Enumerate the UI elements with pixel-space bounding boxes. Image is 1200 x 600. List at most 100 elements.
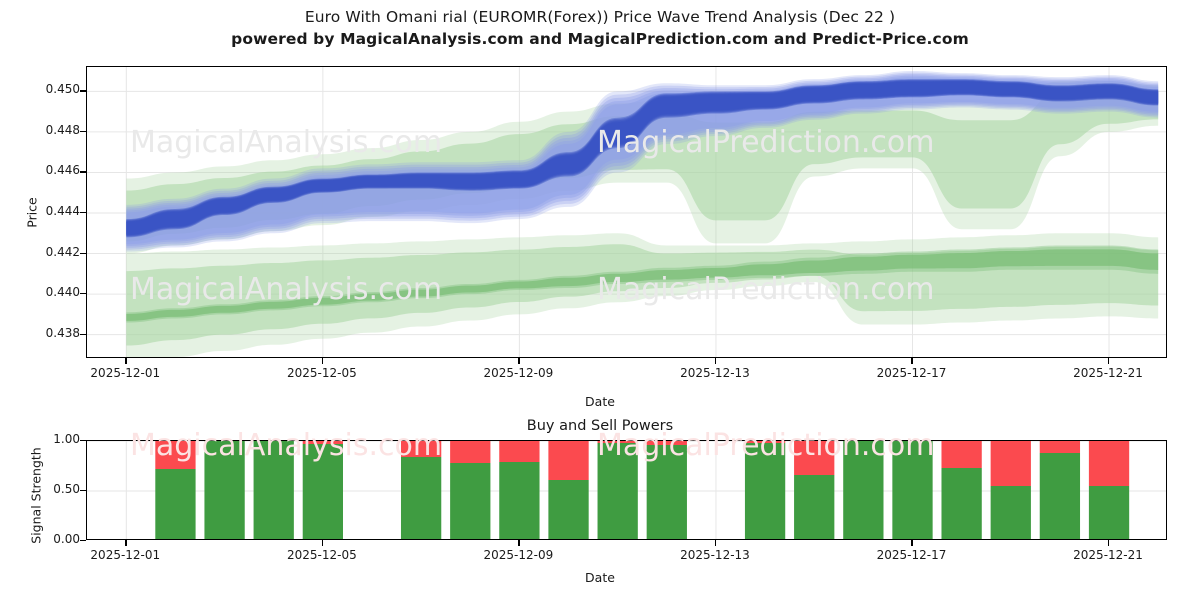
powers-x-tickmark [518, 540, 520, 546]
powers-bar[interactable] [941, 441, 982, 540]
sell-power-segment[interactable] [499, 441, 540, 462]
price-y-tick: 0.446 [45, 163, 80, 178]
inner-green-lower-band-layer-1 [126, 249, 1159, 321]
powers-x-tickmark [911, 540, 913, 546]
powers-bar[interactable] [843, 441, 884, 540]
powers-x-tick: 2025-12-17 [876, 548, 947, 562]
blue-wave-outer-band-layer-4 [126, 77, 1159, 245]
buy-power-segment[interactable] [646, 445, 687, 540]
sell-power-segment[interactable] [744, 441, 786, 443]
blue-wave-outer-band-layer-2 [126, 74, 1159, 248]
powers-x-tickmark [321, 540, 324, 546]
powers-bar[interactable] [597, 441, 638, 540]
buy-power-segment[interactable] [548, 480, 589, 540]
price-x-tickmark [911, 358, 913, 364]
powers-bar[interactable] [450, 441, 491, 540]
powers-bar[interactable] [794, 441, 835, 540]
buy-power-segment[interactable] [1039, 453, 1081, 540]
buy-power-segment[interactable] [990, 486, 1031, 540]
blue-wave-outer-band-layer-3 [126, 75, 1159, 246]
powers-y-tickmark [80, 490, 86, 492]
buy-power-segment[interactable] [892, 441, 933, 540]
buy-power-segment[interactable] [450, 463, 491, 540]
powers-x-tick: 2025-12-09 [483, 548, 554, 562]
sell-power-segment[interactable] [548, 441, 589, 480]
price-x-tick: 2025-12-01 [90, 366, 161, 380]
sell-power-segment[interactable] [155, 441, 196, 469]
blue-wave-outer-band-layer-1 [126, 72, 1159, 250]
buy-power-segment[interactable] [253, 441, 294, 540]
page-title: Euro With Omani rial (EUROMR(Forex)) Pri… [304, 8, 896, 26]
price-y-tickmark [80, 212, 86, 214]
sell-power-segment[interactable] [1088, 441, 1130, 486]
powers-y-tickmark [80, 540, 86, 542]
price-x-tickmark [125, 358, 127, 364]
powers-bar[interactable] [499, 441, 540, 540]
powers-y-tickmark [80, 440, 86, 442]
price-x-tickmark [1108, 358, 1110, 364]
powers-x-tickmark [1108, 540, 1110, 546]
price-y-tick: 0.440 [45, 285, 80, 300]
price-y-tickmark [80, 90, 86, 92]
powers-y-tick: 1.00 [53, 432, 80, 446]
powers-x-axis-title: Date [585, 570, 615, 585]
sell-power-segment[interactable] [450, 441, 491, 463]
sell-power-segment[interactable] [990, 441, 1031, 486]
powers-bar[interactable] [204, 441, 245, 540]
buy-power-segment[interactable] [302, 444, 343, 540]
powers-x-tick: 2025-12-13 [680, 548, 750, 562]
price-y-tick: 0.444 [45, 204, 80, 218]
powers-bar[interactable] [155, 441, 196, 540]
powers-x-tick: 2025-12-05 [286, 548, 357, 562]
buy-power-segment[interactable] [941, 468, 982, 540]
price-x-axis-title: Date [585, 394, 615, 409]
buy-power-segment[interactable] [400, 457, 442, 540]
buy-power-segment[interactable] [843, 441, 884, 540]
powers-bar[interactable] [302, 441, 343, 540]
powers-bar[interactable] [990, 441, 1031, 540]
page-subtitle: powered by MagicalAnalysis.com and Magic… [231, 30, 969, 48]
powers-bar[interactable] [253, 441, 294, 540]
powers-x-tickmark [125, 540, 127, 546]
price-x-tickmark [321, 358, 324, 364]
powers-y-axis-title: Signal Strength [28, 447, 44, 544]
blue-wave-core-band-layer-4 [126, 81, 1159, 235]
powers-bar[interactable] [400, 441, 442, 540]
powers-bar[interactable] [1088, 441, 1130, 540]
buy-power-segment[interactable] [744, 443, 786, 540]
powers-bar[interactable] [744, 441, 786, 540]
price-y-tickmark [80, 293, 86, 295]
buy-power-segment[interactable] [204, 441, 245, 540]
price-y-tickmark [80, 333, 86, 335]
powers-chart-title: Buy and Sell Powers [526, 418, 674, 434]
sell-power-segment[interactable] [400, 441, 442, 457]
sell-power-segment[interactable] [646, 441, 687, 445]
price-y-axis-title: Price [24, 197, 40, 228]
buy-power-segment[interactable] [597, 443, 638, 540]
price-y-tick: 0.438 [45, 325, 80, 340]
buy-power-segment[interactable] [155, 469, 196, 540]
powers-x-tick: 2025-12-01 [90, 548, 161, 562]
price-y-tick: 0.450 [45, 82, 80, 97]
sell-power-segment[interactable] [1039, 441, 1081, 453]
powers-bar[interactable] [1039, 441, 1081, 540]
chart-title-block: Euro With Omani rial (EUROMR(Forex)) Pri… [0, 6, 1200, 50]
powers-bar[interactable] [646, 441, 687, 540]
outer-green-lower-band-layer-1 [126, 244, 1159, 346]
price-y-tickmark [80, 171, 86, 173]
buy-power-segment[interactable] [1088, 486, 1130, 540]
price-x-tick: 2025-12-13 [680, 366, 750, 380]
buy-power-segment[interactable] [794, 475, 835, 540]
buy-power-segment[interactable] [499, 462, 540, 540]
sell-power-segment[interactable] [794, 441, 835, 475]
powers-bar[interactable] [892, 441, 933, 540]
powers-bar[interactable] [548, 441, 589, 540]
sell-power-segment[interactable] [597, 441, 638, 443]
price-x-tickmark [714, 358, 717, 364]
price-y-tick: 0.448 [45, 122, 80, 137]
powers-x-tick: 2025-12-21 [1073, 548, 1143, 562]
sell-power-segment[interactable] [941, 441, 982, 468]
outer-green-upper-band-layer-1 [126, 89, 1159, 242]
price-wave-plot [86, 66, 1167, 358]
sell-power-segment[interactable] [302, 441, 343, 444]
